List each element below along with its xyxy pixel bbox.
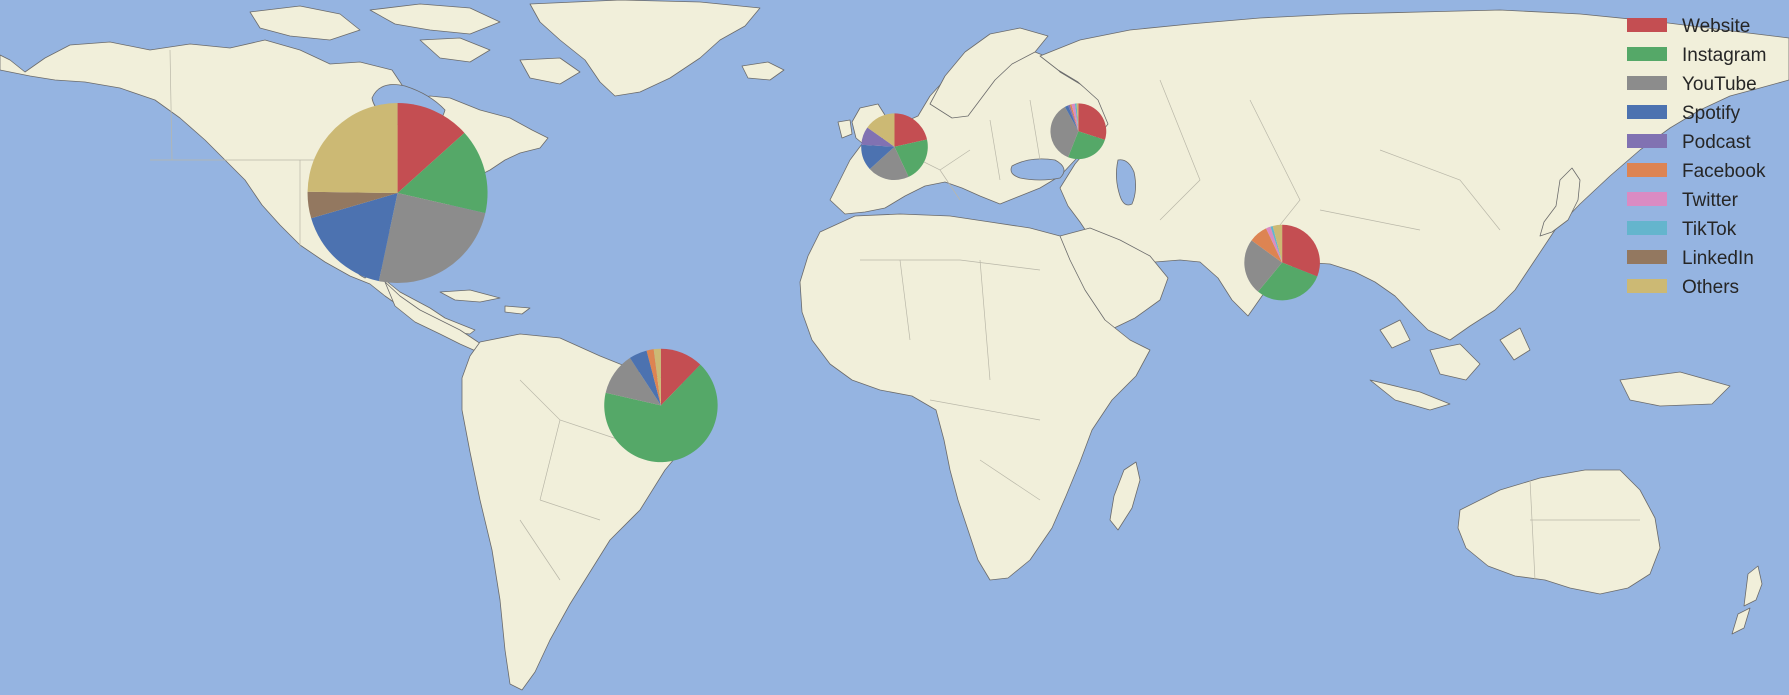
slice-eastern-europe-others [1076,103,1079,132]
slice-eastern-europe-instagram [1068,131,1105,160]
pie-charts-layer [307,103,1320,463]
legend-label-youtube: YouTube [1682,74,1757,95]
africa-land [799,213,1151,581]
southeast-asia-islands [1369,319,1731,411]
arctic-islands [249,3,581,85]
caspian-sea [1116,159,1136,206]
slice-india-instagram [1258,262,1318,301]
slice-south-america-instagram [604,364,718,463]
legend-label-website: Website [1682,16,1750,37]
australia-land [1457,469,1661,595]
legend-label-others: Others [1682,277,1739,298]
slice-india-youtube [1244,240,1283,292]
legend-item-spotify: Spotify [1627,103,1741,124]
slice-eastern-europe-twitter [1071,103,1079,132]
slice-eastern-europe-spotify [1064,105,1079,132]
legend-swatch-linkedin [1627,250,1667,264]
slice-western-europe-youtube [869,146,909,181]
slice-western-europe-others [867,113,895,147]
madagascar-land [1109,461,1141,531]
legend-item-tiktok: TikTok [1627,219,1737,240]
scandinavia-land [929,27,1049,119]
legend-label-twitter: Twitter [1682,190,1739,211]
pie-north-america [307,103,488,284]
legend-label-linkedin: LinkedIn [1682,248,1754,269]
black-sea [1010,158,1065,181]
legend: Website Instagram YouTube Spotify Podcast Fac… [1627,16,1766,298]
slice-south-america-website [660,348,701,406]
slice-india-tiktok [1270,225,1283,263]
legend-item-podcast: Podcast [1627,132,1751,153]
slice-india-website [1282,224,1320,277]
slice-eastern-europe-tiktok [1074,103,1079,132]
slice-india-twitter [1266,226,1283,263]
legend-item-facebook: Facebook [1627,161,1766,182]
legend-swatch-instagram [1627,47,1667,61]
slice-north-america-instagram [397,132,488,214]
pie-south-america [604,348,718,463]
japan-land [1539,167,1581,237]
slice-western-europe-instagram [894,139,928,177]
slice-eastern-europe-youtube [1050,106,1079,158]
legend-swatch-others [1627,279,1667,293]
slice-india-others [1272,224,1283,263]
slice-western-europe-podcast [861,127,895,147]
slice-south-america-facebook [646,349,661,406]
pie-eastern-europe [1050,103,1107,160]
legend-item-linkedin: LinkedIn [1627,248,1754,269]
slice-north-america-linkedin [307,191,398,219]
pie-india [1244,224,1320,301]
greenland-land [529,0,761,97]
slice-south-america-others [653,348,661,406]
legend-label-facebook: Facebook [1682,161,1766,182]
legend-swatch-youtube [1627,76,1667,90]
slice-south-america-spotify [630,350,661,406]
slice-india-facebook [1251,228,1283,263]
legend-swatch-spotify [1627,105,1667,119]
new-zealand-land [1731,565,1763,635]
legend-item-instagram: Instagram [1627,45,1766,66]
slice-eastern-europe-facebook [1069,104,1079,132]
slice-western-europe-website [894,113,928,147]
legend-label-podcast: Podcast [1682,132,1751,153]
slice-eastern-europe-website [1078,103,1107,140]
legend-swatch-facebook [1627,163,1667,177]
slice-western-europe-spotify [861,144,895,170]
slice-north-america-spotify [311,193,398,282]
legend-item-youtube: YouTube [1627,74,1757,95]
legend-label-tiktok: TikTok [1682,219,1737,240]
legend-item-others: Others [1627,277,1739,298]
legend-swatch-website [1627,18,1667,32]
legend-item-website: Website [1627,16,1750,37]
iceland-land [741,61,785,81]
slice-north-america-youtube [378,193,486,284]
country-borders [150,49,1640,581]
legend-swatch-tiktok [1627,221,1667,235]
slice-north-america-website [397,103,465,194]
pie-western-europe [861,113,928,181]
caribbean-islands [439,289,531,315]
slice-south-america-youtube [605,357,661,406]
slice-north-america-others [307,103,398,194]
legend-label-instagram: Instagram [1682,45,1766,66]
slice-eastern-europe-podcast [1068,104,1079,132]
legend-label-spotify: Spotify [1682,103,1741,124]
legend-swatch-podcast [1627,134,1667,148]
legend-swatch-twitter [1627,192,1667,206]
legend-item-twitter: Twitter [1627,190,1739,211]
